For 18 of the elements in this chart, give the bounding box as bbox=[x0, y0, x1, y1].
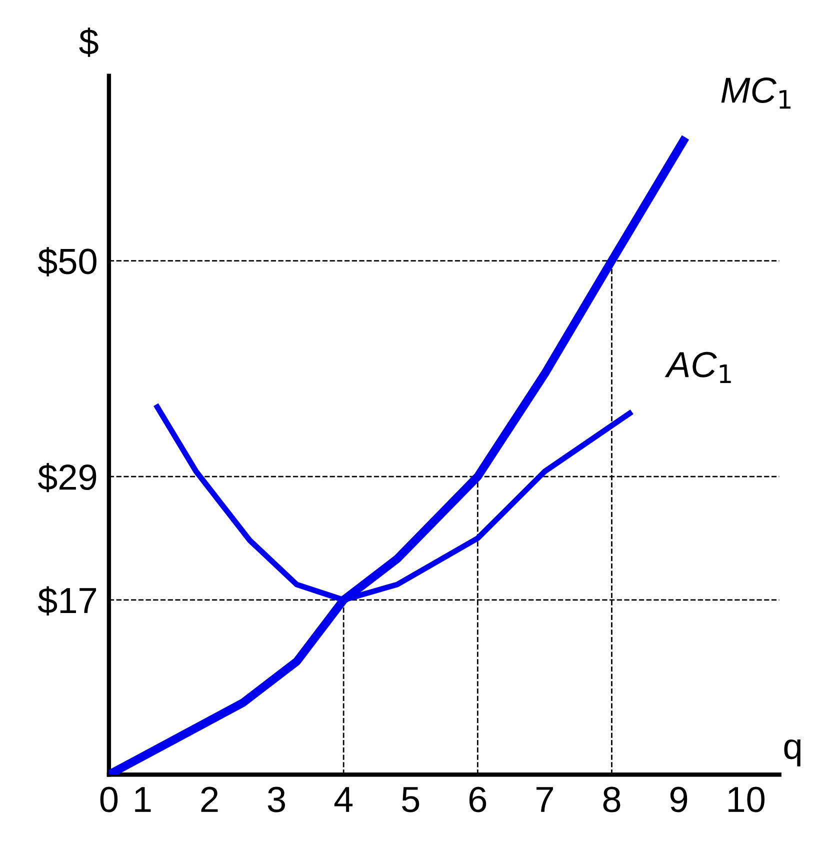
x-axis-title: q bbox=[784, 739, 800, 766]
series-label: MC$_{1}$ bbox=[721, 77, 790, 109]
x-tick-label: 1 bbox=[135, 787, 151, 812]
x-tick-label: 2 bbox=[201, 786, 218, 812]
x-tick-label: 9 bbox=[670, 786, 688, 812]
series-label: AC$_{1}$ bbox=[664, 352, 731, 383]
x-tick-label: 10 bbox=[728, 786, 764, 812]
y-tick-label: $50 bbox=[38, 247, 96, 276]
x-tick-label: 6 bbox=[469, 786, 486, 812]
x-tick-label: 7 bbox=[536, 787, 553, 812]
y-axis-title: $ bbox=[79, 28, 98, 57]
x-tick-label: 4 bbox=[334, 787, 353, 812]
x-tick-label: 8 bbox=[603, 786, 620, 812]
x-tick-label: 3 bbox=[268, 786, 285, 812]
y-tick-label: $29 bbox=[38, 462, 96, 492]
x-tick-label: 5 bbox=[402, 787, 420, 812]
y-tick-label: $17 bbox=[38, 586, 96, 616]
x-tick-label: 0 bbox=[100, 786, 118, 812]
